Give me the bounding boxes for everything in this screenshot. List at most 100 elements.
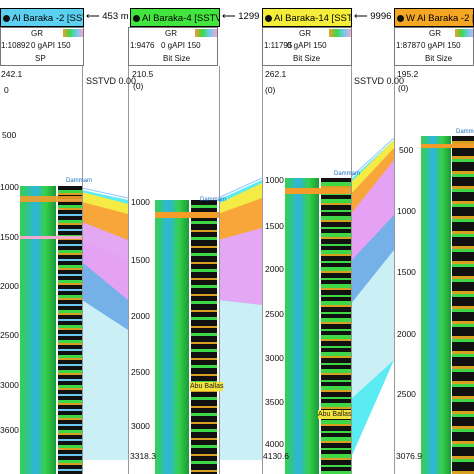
log-fill [20,186,56,474]
litho-column [452,136,474,474]
depth-tick: 1500 [265,221,284,231]
gr-range: 0 gAPI 150 [31,41,71,50]
ref-zero: (0) [265,85,276,95]
well-header-1[interactable]: Al Baraka -2 [SSTVD] [0,8,84,27]
log-fill [421,136,451,474]
correlation-zone-light-3 [350,250,394,400]
depth-tick: 2500 [131,367,150,377]
gr-label: GR [429,29,441,38]
ref-zero: (0) [398,83,409,93]
top-band-orange [155,212,219,218]
correlation-zone-light-2 [218,300,262,460]
ref-label: 195.2 [397,69,419,79]
well-header-4[interactable]: W Al Baraka -2 [SSTVD] [394,8,474,27]
log-header-2: GR 1:9476 0 gAPI 150 Bit Size [128,27,218,66]
gr-label: GR [299,29,311,38]
top-marker-label: Dammam [456,129,474,135]
bottom-depth: 3318.3 [130,451,156,461]
depth-tick: 2000 [397,329,416,339]
litho-legend [329,29,351,37]
sp-label: SP [35,54,46,63]
well-name: Al Baraka-4 [SSTVD] [142,13,219,24]
formation-label: Abu Ballas [318,410,352,419]
top-band-orange [285,188,351,194]
depth-tick: 2000 [0,281,19,291]
ref-label: 242.1 [1,69,23,79]
log-header-1: GR 1:10892 0 gAPI 150 SP [0,27,84,66]
well-track-3[interactable] [262,66,352,474]
bit-size-label: Bit Size [425,54,453,63]
well-icon [3,14,10,22]
depth-tick: 3500 [265,397,284,407]
bottom-depth: 3076.9 [396,451,422,461]
gr-range: 0 gAPI 150 [421,41,461,50]
depth-tick: 1000 [397,206,416,216]
correlation-zone-yellow-1 [82,192,128,214]
well-name: Al Baraka -2 [SSTVD] [12,13,83,24]
top-marker-label: Dammam [66,178,93,184]
ref-zero: (0) [133,81,144,91]
scale-label: 1:9476 [130,41,155,50]
top-band-orange [421,144,474,148]
depth-tick: 2000 [131,311,150,321]
depth-tick: 500 [2,130,17,140]
correlation-zone-yellow-3 [350,140,394,195]
correlation-zone-violet-2 [218,215,262,305]
litho-legend [63,29,83,37]
correlation-zone-violet-3 [350,152,394,262]
scale-label: 1:8787 [396,41,421,50]
ref-label: 210.5 [132,69,154,79]
litho-column [321,178,351,474]
litho-legend [195,29,217,37]
gr-range: 0 gAPI 150 [287,41,327,50]
depth-tick: 1000 [0,182,19,192]
well-header-3[interactable]: Al Baraka-14 [SSTVD] [262,8,352,27]
litho-column [191,200,217,474]
well-name: Al Baraka-14 [SSTVD] [274,13,351,24]
depth-tick: 500 [399,145,414,155]
well-track-2[interactable] [128,66,220,474]
bit-size-label: Bit Size [163,54,191,63]
depth-tick: 2500 [265,309,284,319]
log-fill [155,200,189,474]
depth-tick: 2000 [265,264,284,274]
distance-value: 1299 m [238,11,270,22]
depth-tick: 1000 [265,175,284,185]
top-marker-label: Dammam [334,171,361,177]
gr-label: GR [31,29,43,38]
depth-tick: 3000 [0,380,19,390]
ref-zero: 0 [4,85,9,95]
well-icon [133,14,140,22]
ref-label: 262.1 [265,69,287,79]
depth-tick: 1000 [131,197,150,207]
well-header-2[interactable]: Al Baraka-4 [SSTVD] [130,8,220,27]
depth-tick: 4000 [265,439,284,449]
depth-tick: 2500 [0,330,19,340]
correlation-zone-orange-2 [218,192,262,240]
log-fill [285,178,319,474]
log-header-4: GR 1:8787 0 gAPI 150 Bit Size [394,27,474,66]
well-name: W Al Baraka -2 [SSTVD] [406,13,473,24]
sstvd-label: SSTVD 0.00 [86,76,137,86]
correlation-zone-light-1 [82,300,128,460]
depth-tick: 3000 [265,353,284,363]
bottom-depth: 3600 [0,425,19,435]
litho-column [58,186,82,474]
top-band-pink [20,236,82,239]
gr-range: 0 gAPI 150 [161,41,201,50]
distance-value: 453 m [102,11,129,22]
depth-tick: 3000 [131,421,150,431]
log-header-3: GR 1:11795 0 gAPI 150 Bit Size [262,27,352,66]
distance-value: 9996 m [370,11,402,22]
correlation-zone-violet-1 [82,215,128,300]
well-track-1[interactable] [0,66,83,474]
litho-legend [455,29,473,37]
depth-tick: 1500 [397,267,416,277]
correlation-zone-yellow-2 [218,183,262,214]
well-track-4[interactable] [394,66,474,474]
well-icon [265,14,272,22]
depth-tick: 1500 [131,255,150,265]
bottom-depth: 4130.6 [263,451,289,461]
bit-size-label: Bit Size [293,54,321,63]
